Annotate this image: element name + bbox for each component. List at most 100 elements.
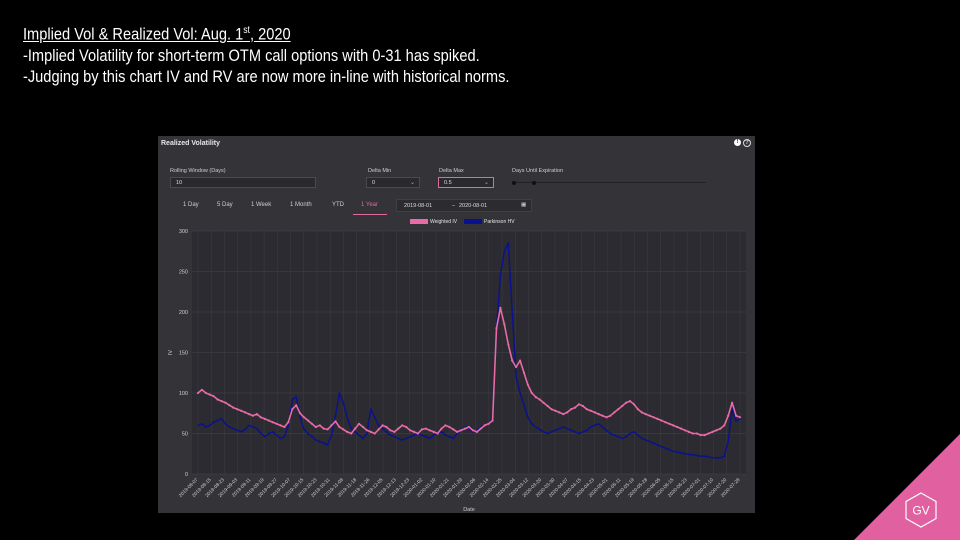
series-0-point xyxy=(471,429,474,432)
series-1-point xyxy=(393,435,396,438)
series-0-point xyxy=(683,429,687,432)
series-0-point xyxy=(263,417,266,420)
series-0-point xyxy=(389,429,392,432)
series-0-point xyxy=(224,401,227,404)
help-icon[interactable]: ? xyxy=(743,139,751,147)
series-0-point xyxy=(346,430,349,433)
tab-1-year[interactable]: 1 Year xyxy=(361,202,379,208)
series-1-point xyxy=(605,429,608,432)
series-0-point xyxy=(605,416,608,419)
rolling-window-label: Rolling Window (Days) xyxy=(170,168,226,174)
dte-slider-handle-max[interactable] xyxy=(532,180,536,185)
series-1-point xyxy=(707,456,710,458)
series-1-point xyxy=(668,448,671,451)
series-1-point xyxy=(715,456,718,459)
date-from[interactable]: 2019-08-01 xyxy=(404,203,433,209)
legend-swatch-1 xyxy=(464,219,482,224)
delta-max-value: 0.5 xyxy=(444,180,452,186)
series-0-point xyxy=(491,419,494,422)
series-1-point xyxy=(421,434,423,436)
series-0-point xyxy=(597,413,600,416)
y-tick-label: 0 xyxy=(185,472,188,478)
series-0-point xyxy=(405,425,408,429)
series-1-point xyxy=(519,392,521,394)
dte-slider-track[interactable] xyxy=(514,182,706,183)
series-0-point xyxy=(416,432,419,435)
series-0-point xyxy=(216,398,219,401)
series-0-point xyxy=(322,427,325,430)
tab-1-day[interactable]: 1 Day xyxy=(183,202,199,208)
series-0-point xyxy=(420,428,423,431)
series-1-point xyxy=(366,432,368,435)
series-1-point xyxy=(574,431,576,433)
slide-title: Implied Vol & Realized Vol: Aug. 1st, 20… xyxy=(23,24,291,44)
series-1-point xyxy=(527,416,529,419)
series-0-point xyxy=(393,430,396,433)
series-0-point xyxy=(625,401,628,404)
delta-max-select[interactable]: 0.5 ⌄ xyxy=(438,177,494,188)
series-1-point xyxy=(440,431,443,433)
series-1-point xyxy=(456,432,459,435)
tab-ytd[interactable]: YTD xyxy=(332,202,344,208)
series-1-point xyxy=(350,427,353,430)
series-0-point xyxy=(558,411,561,414)
series-0-point xyxy=(664,421,667,424)
series-0-point xyxy=(318,424,321,427)
series-1-point xyxy=(703,455,706,458)
gv-logo: GV xyxy=(905,492,937,528)
info-icon[interactable]: ! xyxy=(734,139,741,146)
series-0-point xyxy=(291,408,294,411)
x-axis-label: Date xyxy=(463,507,475,513)
series-0-point xyxy=(487,422,490,425)
rolling-window-input[interactable]: 10 xyxy=(170,177,316,188)
series-0-point xyxy=(703,434,706,437)
calendar-icon[interactable]: ▦ xyxy=(521,202,527,208)
series-0-point xyxy=(385,425,388,429)
series-1-point xyxy=(503,250,506,253)
series-0-point xyxy=(361,425,365,429)
tab-1-month[interactable]: 1 Month xyxy=(290,202,312,208)
series-0-point xyxy=(240,409,243,412)
series-1-point xyxy=(291,398,294,401)
series-1-point xyxy=(578,432,580,435)
series-0-point xyxy=(200,388,203,391)
dte-slider-handle-min[interactable] xyxy=(512,180,516,185)
tab-5-day[interactable]: 5 Day xyxy=(217,202,233,208)
series-0-point xyxy=(542,401,545,404)
series-0-point xyxy=(636,408,639,411)
series-1-point xyxy=(625,435,627,438)
series-0-point xyxy=(546,404,549,408)
series-1-point xyxy=(633,431,635,433)
series-0-point xyxy=(464,427,467,430)
series-1-point xyxy=(656,443,659,446)
series-1-point xyxy=(444,434,447,436)
series-0-point xyxy=(330,424,333,427)
series-1-point xyxy=(507,242,510,245)
series-1-point xyxy=(326,443,329,446)
chevron-down-icon: ⌄ xyxy=(409,180,415,186)
series-0-point xyxy=(499,306,502,309)
series-0-point xyxy=(573,406,577,409)
series-1-point xyxy=(342,401,345,404)
date-range-picker[interactable]: 2019-08-01 – 2020-08-01 ▦ xyxy=(396,199,532,212)
series-0-point xyxy=(668,422,671,425)
series-0-point xyxy=(609,414,612,417)
series-0-point xyxy=(428,429,431,432)
tab-1-week[interactable]: 1 Week xyxy=(251,202,272,208)
series-0-point xyxy=(593,411,596,414)
series-0-point xyxy=(456,430,459,433)
series-1-point xyxy=(530,422,533,425)
series-0-point xyxy=(279,424,282,427)
series-0-point xyxy=(267,419,270,422)
series-0-point xyxy=(538,398,541,401)
series-0-point xyxy=(259,416,262,419)
series-1-point xyxy=(609,432,612,435)
delta-min-select[interactable]: 0 ⌄ xyxy=(366,177,420,188)
series-0-point xyxy=(251,414,255,417)
panel-icons: ! ? xyxy=(734,139,751,147)
series-1-point xyxy=(311,435,313,438)
series-1-point xyxy=(637,434,639,436)
series-1-point xyxy=(562,426,565,428)
series-0-point xyxy=(495,327,498,330)
date-to[interactable]: 2020-08-01 xyxy=(459,203,488,209)
